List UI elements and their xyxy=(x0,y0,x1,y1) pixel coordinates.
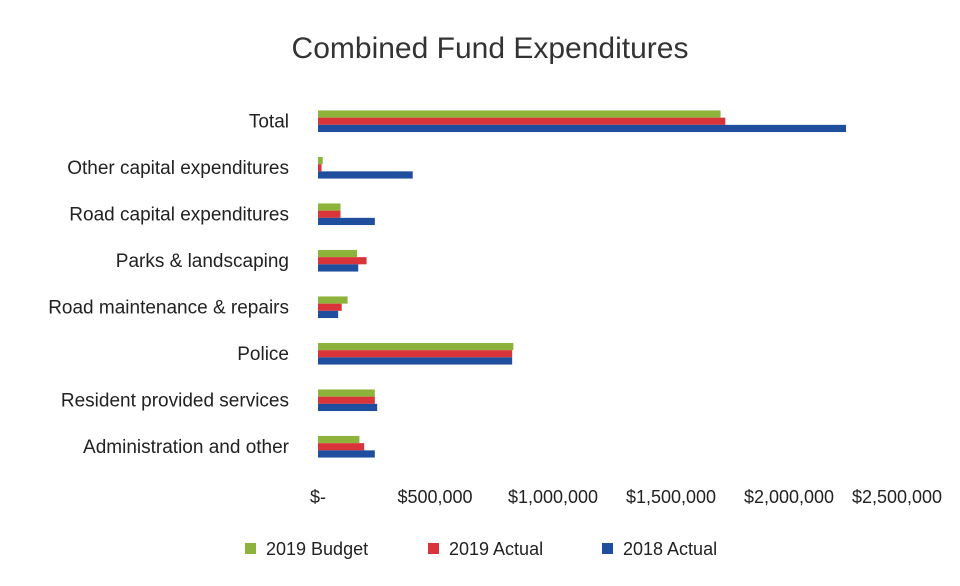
bar xyxy=(318,450,375,458)
bar xyxy=(318,203,341,211)
legend-item: 2018 Actual xyxy=(602,539,717,559)
bar xyxy=(318,310,339,319)
category-label: Resident provided services xyxy=(61,390,289,411)
legend-item: 2019 Budget xyxy=(245,539,368,559)
bar xyxy=(318,264,359,272)
bar xyxy=(318,342,514,351)
bar xyxy=(318,396,375,404)
bar xyxy=(318,171,413,179)
legend-label: 2019 Actual xyxy=(449,539,543,559)
category-label: Police xyxy=(237,344,289,365)
bar xyxy=(318,164,322,172)
bar xyxy=(318,389,375,397)
x-tick-label: $1,500,000 xyxy=(626,487,716,507)
legend: 2019 Budget 2019 Actual 2018 Actual xyxy=(245,539,717,559)
legend-label: 2019 Budget xyxy=(266,539,368,559)
bars xyxy=(318,110,847,458)
chart-title: Combined Fund Expenditures xyxy=(292,32,689,65)
x-axis-ticks: $- $500,000 $1,000,000 $1,500,000 $2,000,000… xyxy=(310,487,942,507)
bar xyxy=(318,124,847,133)
bar xyxy=(318,210,341,218)
bar xyxy=(318,257,367,265)
x-tick-label: $2,500,000 xyxy=(852,487,942,507)
legend-swatch xyxy=(245,543,256,554)
legend-label: 2018 Actual xyxy=(623,539,717,559)
bar xyxy=(318,217,375,226)
bar xyxy=(318,303,342,311)
x-tick-label: $2,000,000 xyxy=(744,487,834,507)
bar xyxy=(318,296,348,304)
bar xyxy=(318,156,323,165)
category-label: Other capital expenditures xyxy=(67,158,289,179)
bar xyxy=(318,443,365,451)
x-tick-label: $- xyxy=(310,487,326,507)
legend-swatch xyxy=(428,543,439,554)
category-label: Administration and other xyxy=(83,437,290,458)
x-tick-label: $1,000,000 xyxy=(508,487,598,507)
bar xyxy=(318,110,721,118)
bar xyxy=(318,350,513,358)
category-label: Total xyxy=(249,111,289,132)
category-label: Road maintenance & repairs xyxy=(48,297,289,318)
bar xyxy=(318,435,360,444)
bar xyxy=(318,249,358,258)
bar xyxy=(318,403,378,412)
category-label: Road capital expenditures xyxy=(69,204,289,225)
bar xyxy=(318,357,513,365)
x-tick-label: $500,000 xyxy=(397,487,472,507)
legend-item: 2019 Actual xyxy=(428,539,543,559)
bar xyxy=(318,117,726,125)
category-labels: Total Other capital expenditures Road capi… xyxy=(48,111,289,458)
category-label: Parks & landscaping xyxy=(116,251,289,272)
legend-swatch xyxy=(602,543,613,554)
